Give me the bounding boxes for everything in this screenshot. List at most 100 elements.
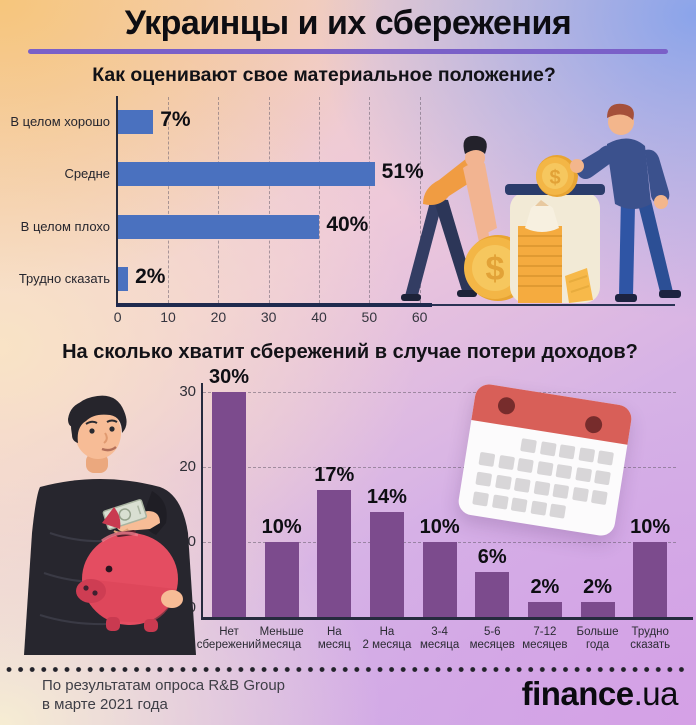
bar-Трудно сказать [118,266,129,291]
x-tick-50: 50 [361,309,378,325]
value-label: 30% [208,366,250,388]
bar-Нет сбережений [212,392,246,617]
chart1-title: Как оценивают свое материальное положени… [92,64,556,86]
title-underline [28,49,668,54]
category-label-line: Меньше [259,626,304,638]
calendar-day-cell [497,454,515,471]
category-label-line: На [326,626,342,638]
x-tick-30: 30 [260,309,277,325]
calendar-day-cell [475,471,493,487]
chart1-x-axis-line [116,303,432,307]
calendar-day-cell [529,500,547,516]
logo-ua-text: .ua [633,675,679,712]
category-label-line: сказать [630,639,671,651]
chart2-y-axis-line [201,383,203,619]
bar-В целом плохо [118,214,320,239]
category-label: Нет сбережений [193,626,265,652]
category-label-line: 5-6 [483,626,501,638]
category-label: В целом хорошо [10,114,110,129]
calendar-day-cell [516,457,534,474]
calendar-day-cell [552,483,570,499]
calendar-icon [456,382,634,538]
gridline-x-10 [168,97,170,303]
category-label: На месяц [298,626,370,652]
gridline-x-30 [268,97,270,303]
chart2-title: На сколько хватит сбережений в случае по… [62,341,638,363]
bar-На 2 месяца [369,512,404,617]
calendar-day-cell [577,447,595,463]
x-tick-40: 40 [311,309,327,325]
category-label-line: Трудно [631,626,669,638]
calendar-day-cell [533,480,550,496]
source-text-line1: По результатам опроса R&B Group [42,677,286,694]
category-label: Меньше месяца [246,626,318,652]
category-label-line: 2 месяца [362,639,412,651]
calendar-day-cell [494,474,512,490]
y-tick-30: 30 [179,383,196,400]
category-label: Больше года [562,626,634,652]
people-putting-coins-in-jar-illustration: $ $ [401,103,681,303]
calendar-day-cell [594,470,611,486]
svg-text:$: $ [486,250,505,288]
category-label: В целом плохо [20,218,110,234]
chart2-x-axis-line [201,617,693,620]
calendar-day-cell [539,441,557,457]
category-label-line: месяцев [522,639,568,651]
calendar-day-cell [478,451,496,467]
logo-finance-text: finance [521,675,635,712]
value-label: 10% [419,516,460,538]
x-tick-60: 60 [411,309,428,325]
bar-На месяц [317,489,352,617]
bar-7-12 месяцев [527,602,562,617]
gridline-x-60 [419,97,421,303]
category-label-line: месяца [262,639,302,651]
bar-Средне [118,162,375,187]
category-label-line: года [585,639,610,651]
category-label-line: месяцев [469,639,515,651]
category-label-line: месяц [317,639,351,651]
calendar-day-cell [520,438,537,454]
bar-5-6 месяцев [475,572,510,617]
calendar-day-cell [510,497,528,513]
category-label: На 2 месяца [351,626,423,652]
category-label: 7-12 месяцев [509,626,581,652]
source-text: По результатам опроса R&B Group в марте … [42,676,285,714]
finance-ua-logo: finance.ua [521,675,679,713]
value-label: 7% [160,108,191,131]
value-label: 2% [530,576,560,598]
category-label: Средне [64,166,110,182]
gridline-y-20 [203,467,676,468]
value-label: 51% [381,160,424,184]
calendar-day-cell [571,486,589,502]
value-label: 40% [326,212,369,236]
category-label: Трудно сказать [18,270,110,286]
calendar-day-cell [549,503,567,519]
page-title: Украинцы и их сбережения [124,4,572,42]
calendar-day-cell [597,450,614,466]
calendar-day-cell [472,491,490,507]
gridline-x-50 [369,97,371,303]
bar-Больше года [580,602,615,617]
value-label: 14% [366,486,407,508]
bar-3-4 месяца [422,542,457,617]
svg-text:$: $ [549,167,560,189]
value-label: 10% [261,516,302,538]
category-label-line: Нет [219,626,239,638]
y-tick-20: 20 [179,458,196,475]
value-label: 17% [314,463,355,486]
value-label: 2% [583,576,612,598]
gridline-x-40 [319,97,321,303]
gridline-y-30 [203,392,676,393]
calendar-day-cell [555,464,573,480]
calendar-day-cell [491,494,509,510]
category-label-line: месяца [419,639,460,651]
category-label-line: 3-4 [431,626,448,638]
calendar-day-cell [558,444,576,460]
category-label: 5-6 месяцев [456,626,528,652]
category-label-line: сбережений [196,639,262,651]
x-tick-10: 10 [160,309,176,325]
source-text-line2: в марте 2021 года [42,696,168,713]
